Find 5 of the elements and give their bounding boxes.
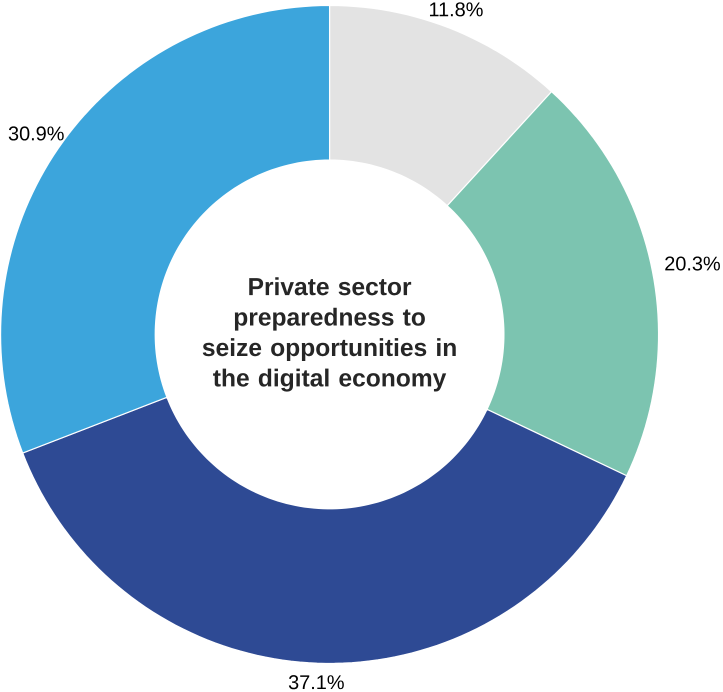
data-label: 20.3% — [665, 256, 720, 271]
data-label: 37.1% — [288, 675, 344, 690]
data-label: 30.9% — [8, 126, 64, 141]
text: Private sector preparedness to seize opportunities in the digital economy — [202, 277, 456, 392]
data-label: 11.8% — [430, 2, 483, 17]
